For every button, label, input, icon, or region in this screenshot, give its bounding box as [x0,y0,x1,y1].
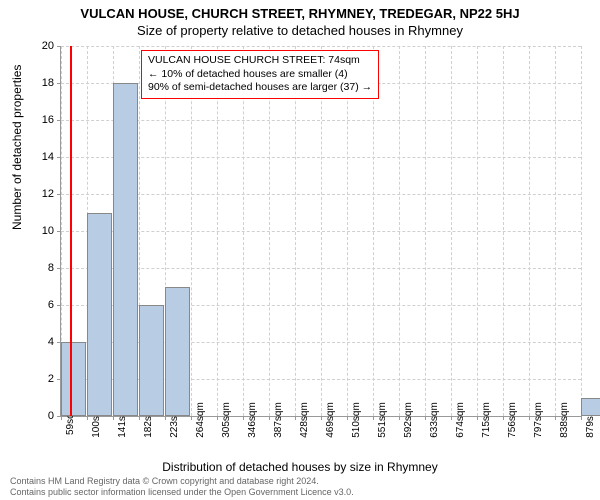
xtick-mark [347,416,348,420]
xtick-label: 264sqm [195,402,206,438]
xtick-label: 592sqm [403,402,414,438]
gridline-v [243,46,244,416]
annotation-line: ← 10% of detached houses are smaller (4) [148,68,372,82]
footer-line1: Contains HM Land Registry data © Crown c… [10,476,354,487]
xtick-mark [373,416,374,420]
xtick-mark [139,416,140,420]
gridline-v [217,46,218,416]
xtick-mark [477,416,478,420]
xtick-mark [61,416,62,420]
gridline-v [399,46,400,416]
xtick-label: 715sqm [481,402,492,438]
ytick-label: 10 [0,225,54,237]
xtick-mark [581,416,582,420]
y-axis-label: Number of detached properties [10,65,24,230]
xtick-mark [451,416,452,420]
xtick-label: 551sqm [377,402,388,438]
gridline-v [477,46,478,416]
xtick-mark [425,416,426,420]
x-axis-label: Distribution of detached houses by size … [0,460,600,474]
chart-area: 59sqm100sqm141sqm182sqm223sqm264sqm305sq… [60,46,580,416]
ytick-label: 8 [0,262,54,274]
xtick-label: 428sqm [299,402,310,438]
annotation-box: VULCAN HOUSE CHURCH STREET: 74sqm← 10% o… [141,50,379,99]
xtick-mark [295,416,296,420]
xtick-mark [269,416,270,420]
ytick-label: 20 [0,40,54,52]
annotation-line: VULCAN HOUSE CHURCH STREET: 74sqm [148,54,372,68]
xtick-label: 797sqm [533,402,544,438]
gridline-v [555,46,556,416]
histogram-bar [581,398,600,417]
xtick-mark [399,416,400,420]
xtick-mark [165,416,166,420]
ytick-label: 2 [0,373,54,385]
xtick-mark [555,416,556,420]
gridline-v [321,46,322,416]
xtick-label: 387sqm [273,402,284,438]
property-marker-line [70,46,72,416]
gridline-v [529,46,530,416]
histogram-bar [61,342,86,416]
annotation-line: 90% of semi-detached houses are larger (… [148,81,372,95]
histogram-bar [113,83,138,416]
xtick-mark [529,416,530,420]
ytick-label: 18 [0,77,54,89]
gridline-v [425,46,426,416]
xtick-label: 346sqm [247,402,258,438]
gridline-v [503,46,504,416]
ytick-label: 12 [0,188,54,200]
plot-area: 59sqm100sqm141sqm182sqm223sqm264sqm305sq… [60,46,581,417]
title-sub: Size of property relative to detached ho… [0,21,600,38]
xtick-mark [243,416,244,420]
ytick-label: 0 [0,410,54,422]
ytick-label: 16 [0,114,54,126]
title-main: VULCAN HOUSE, CHURCH STREET, RHYMNEY, TR… [0,0,600,21]
xtick-mark [87,416,88,420]
xtick-label: 305sqm [221,402,232,438]
footer-line2: Contains public sector information licen… [10,487,354,498]
gridline-v [373,46,374,416]
xtick-mark [321,416,322,420]
ytick-label: 14 [0,151,54,163]
gridline-v [295,46,296,416]
ytick-label: 4 [0,336,54,348]
xtick-mark [191,416,192,420]
gridline-v [269,46,270,416]
xtick-label: 510sqm [351,402,362,438]
xtick-label: 838sqm [559,402,570,438]
xtick-label: 674sqm [455,402,466,438]
histogram-bar [165,287,190,417]
xtick-mark [503,416,504,420]
histogram-bar [87,213,112,417]
xtick-mark [113,416,114,420]
ytick-label: 6 [0,299,54,311]
histogram-bar [139,305,164,416]
gridline-v [347,46,348,416]
gridline-v [191,46,192,416]
xtick-label: 469sqm [325,402,336,438]
gridline-v [581,46,582,416]
xtick-label: 633sqm [429,402,440,438]
xtick-mark [217,416,218,420]
footer-attribution: Contains HM Land Registry data © Crown c… [10,476,354,498]
gridline-v [451,46,452,416]
xtick-label: 756sqm [507,402,518,438]
